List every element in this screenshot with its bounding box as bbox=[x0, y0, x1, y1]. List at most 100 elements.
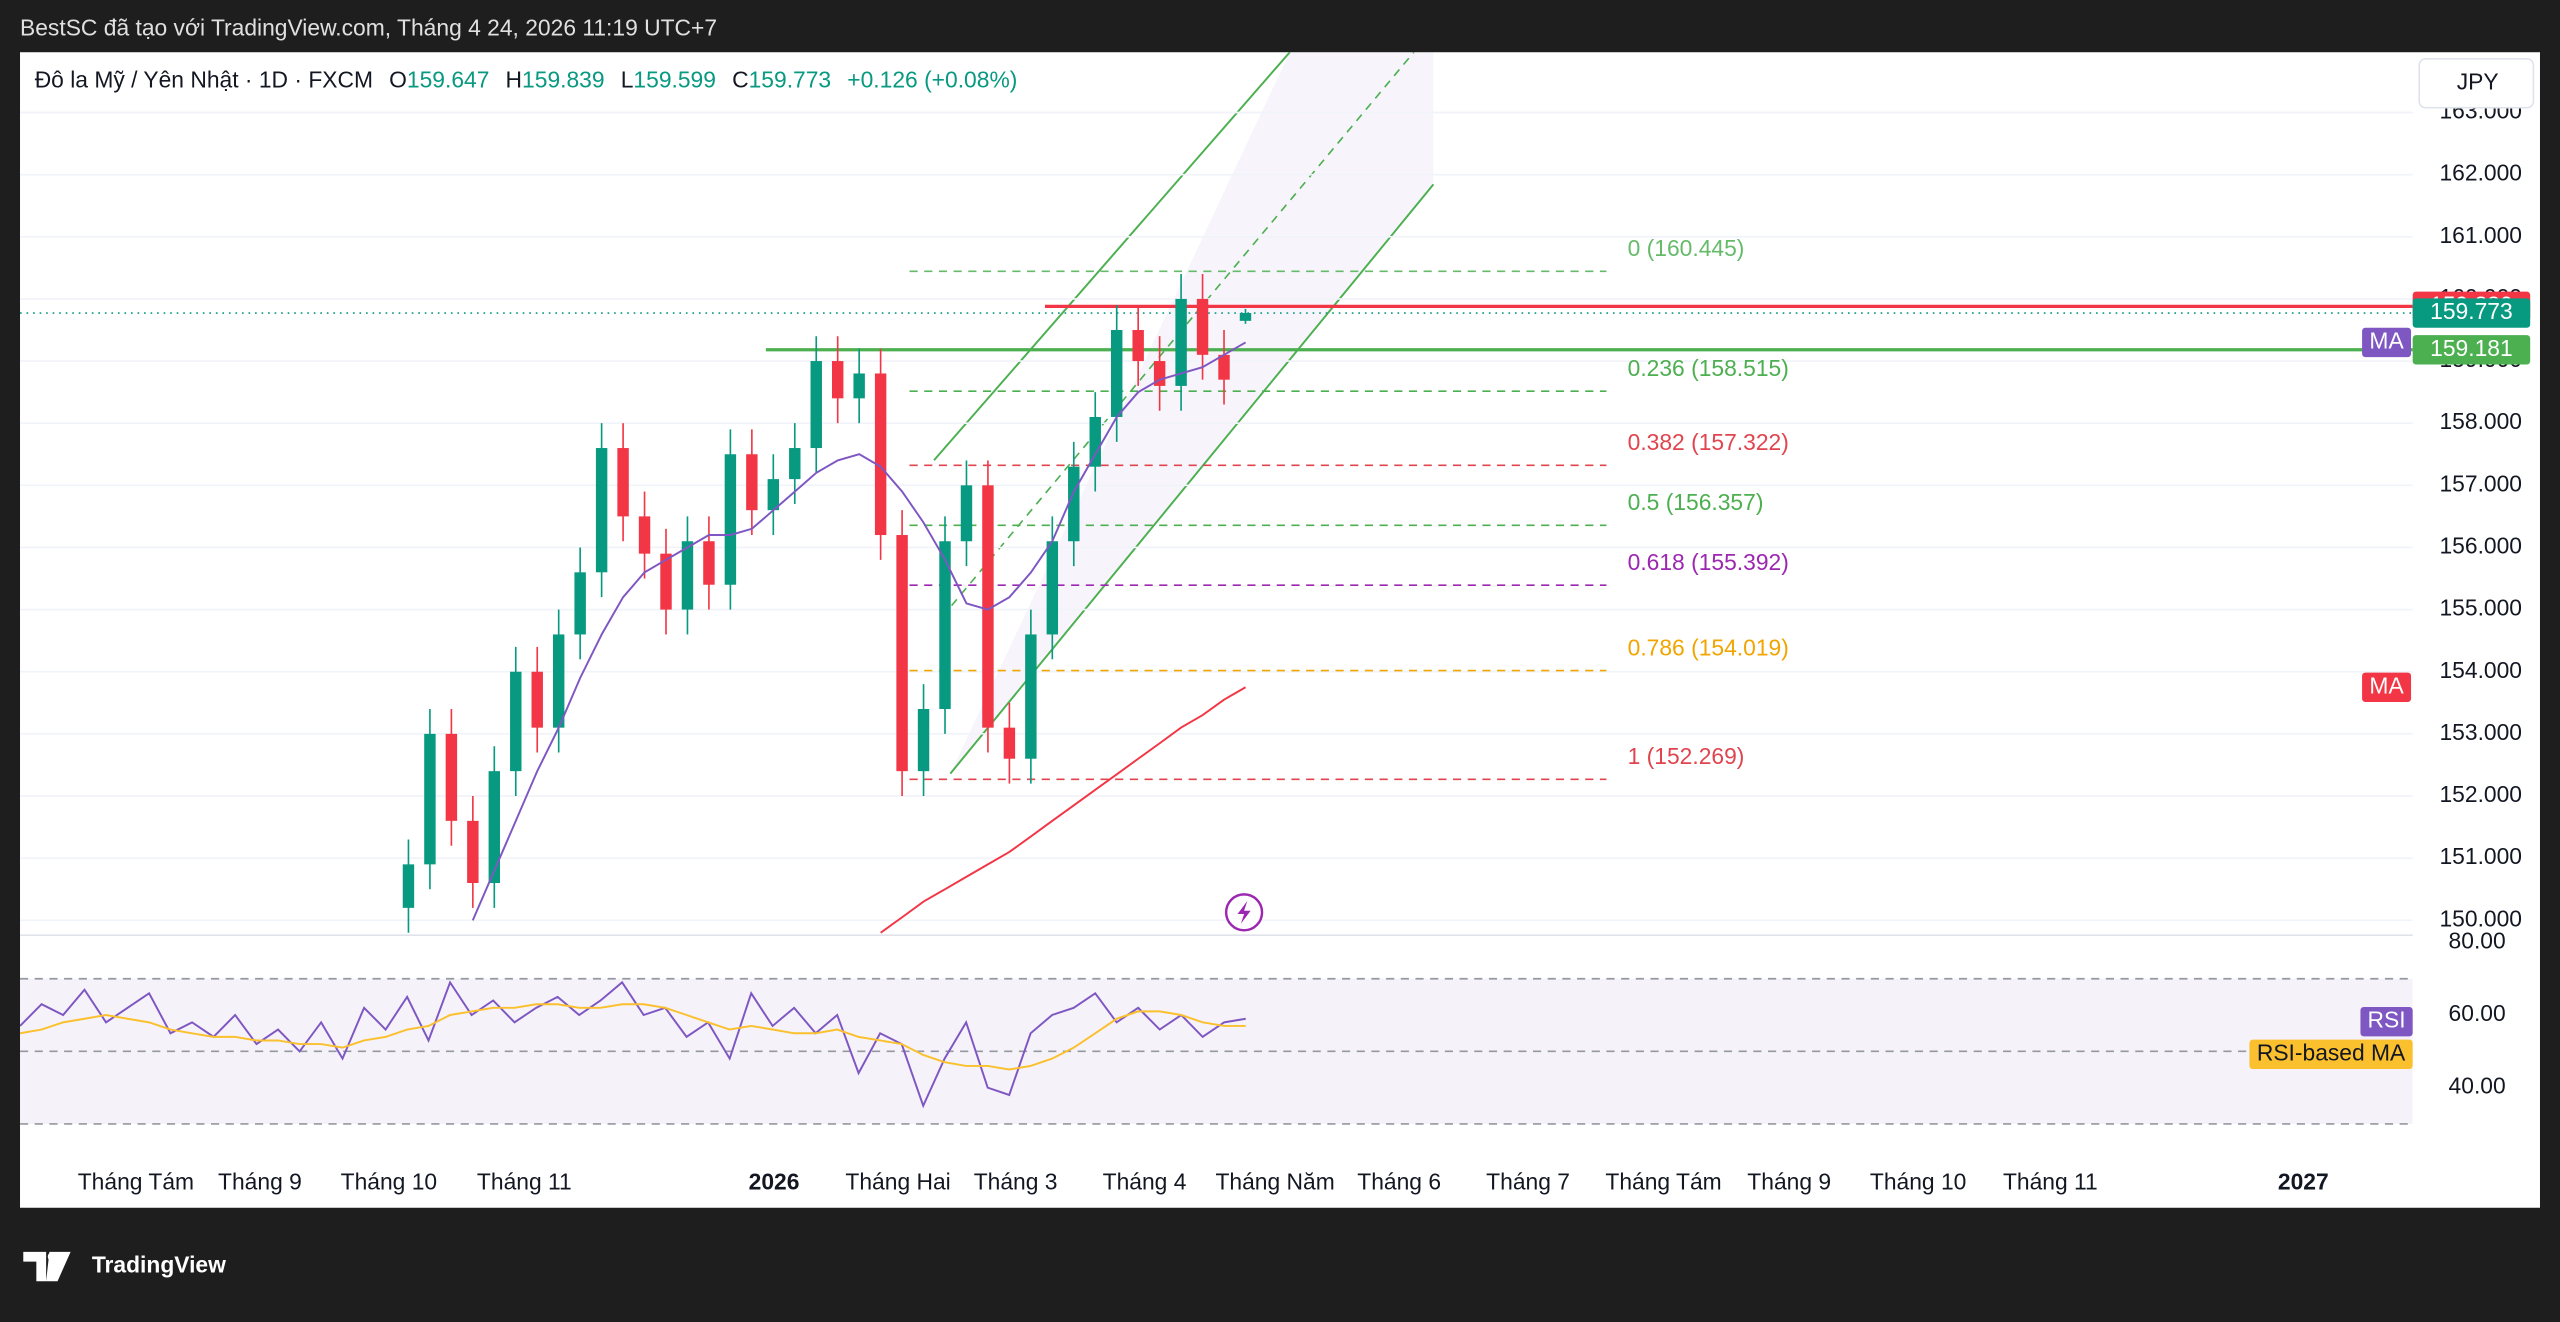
x-tick-label: Tháng Tám bbox=[78, 1168, 194, 1194]
ma-label: MA bbox=[2369, 327, 2404, 353]
y-tick-label: 150.000 bbox=[2439, 905, 2522, 931]
high: 159.839 bbox=[522, 67, 605, 93]
y-tick-label: 158.000 bbox=[2439, 408, 2522, 434]
candle-body bbox=[896, 535, 908, 772]
candle-body bbox=[1025, 634, 1037, 759]
candle-body bbox=[1132, 329, 1144, 362]
price-box bbox=[2412, 335, 2531, 365]
y-tick-label: 161.000 bbox=[2439, 222, 2522, 248]
button-box[interactable] bbox=[2418, 57, 2535, 109]
close-label: C bbox=[732, 67, 749, 93]
logo: TradingView bbox=[23, 1252, 226, 1282]
candle-body bbox=[638, 516, 651, 554]
candle-body bbox=[874, 373, 887, 536]
candle-body bbox=[853, 373, 865, 399]
x-tick-label: Tháng 6 bbox=[1357, 1168, 1441, 1194]
candle-body bbox=[467, 820, 479, 883]
ma-box bbox=[2362, 327, 2412, 358]
candle-body bbox=[917, 709, 930, 772]
y-tick-label: 155.000 bbox=[2439, 595, 2522, 621]
logo-text: TradingView bbox=[92, 1252, 226, 1278]
x-tick-label: 2026 bbox=[749, 1168, 800, 1194]
change: +0.126 (+0.08%) bbox=[847, 67, 1017, 93]
candle-body bbox=[402, 864, 415, 908]
rsi-pane bbox=[20, 977, 2413, 1125]
rsi-box-label: RSI bbox=[2368, 1007, 2406, 1033]
candle-body bbox=[724, 454, 737, 585]
icon-bolt[interactable] bbox=[1237, 900, 1251, 924]
main-pane: 0 (160.445) 0.236 (158.515) 0.382 (157.322… bbox=[20, 111, 2413, 934]
candle-body bbox=[424, 733, 436, 865]
fib-label: 0.618 (155.392) bbox=[1628, 549, 1789, 575]
rsi-tick-label: 80.00 bbox=[2449, 927, 2506, 953]
candle-body bbox=[595, 448, 608, 573]
candle-body bbox=[767, 479, 780, 511]
currency-button[interactable]: JPY bbox=[2418, 57, 2535, 109]
rsi-box bbox=[2360, 1007, 2413, 1037]
rsi-tick-label: 40.00 bbox=[2449, 1073, 2506, 1099]
x-tick-label: Tháng Tám bbox=[1605, 1168, 1721, 1194]
rsi-box bbox=[2249, 1039, 2413, 1070]
candle-body bbox=[831, 361, 844, 399]
x-tick-label: Tháng Năm bbox=[1215, 1168, 1334, 1194]
candle-body bbox=[617, 448, 629, 517]
ma-box bbox=[2362, 672, 2412, 702]
rsi-line bbox=[20, 1003, 1246, 1071]
open: 159.647 bbox=[407, 67, 490, 93]
candle-body bbox=[681, 541, 694, 610]
candle-body bbox=[510, 671, 522, 772]
price-box-label: 159.773 bbox=[2430, 298, 2513, 324]
price-box bbox=[2412, 298, 2531, 328]
channel-upper bbox=[933, 52, 1291, 461]
overlay: 150.000 151.000 152.000 153.000 154.000 155.0… bbox=[78, 98, 2531, 1194]
x-tick-label: Tháng 10 bbox=[341, 1168, 437, 1194]
rsi-box-label: RSI-based MA bbox=[2257, 1039, 2406, 1065]
candle-body bbox=[552, 634, 565, 728]
low-label: L bbox=[621, 67, 634, 93]
candle-body bbox=[1239, 313, 1252, 321]
symbol: Đô la Mỹ / Yên Nhật · 1D · FXCM bbox=[35, 67, 373, 93]
fib-label: 0.786 (154.019) bbox=[1628, 634, 1789, 660]
candle-body bbox=[1175, 298, 1187, 386]
fib-label: 0.5 (156.357) bbox=[1628, 489, 1764, 515]
legend-text: Đô la Mỹ / Yên Nhật · 1D · FXCM O159.647… bbox=[35, 67, 1018, 93]
candle-body bbox=[746, 454, 758, 511]
candle-body bbox=[1003, 727, 1016, 759]
alert-icon[interactable] bbox=[1224, 893, 1264, 932]
logo-dot bbox=[47, 1251, 58, 1262]
fib-label: 1 (152.269) bbox=[1628, 743, 1745, 769]
candle-body bbox=[982, 485, 994, 728]
rsi-line bbox=[20, 980, 1246, 1109]
y-tick-label: 153.000 bbox=[2439, 719, 2522, 745]
candle-body bbox=[960, 485, 973, 542]
moving-average bbox=[471, 341, 1247, 921]
low: 159.599 bbox=[633, 67, 716, 93]
y-tick-label: 156.000 bbox=[2439, 532, 2522, 558]
x-tick-label: Tháng 4 bbox=[1103, 1168, 1187, 1194]
x-tick-label: Tháng 7 bbox=[1486, 1168, 1570, 1194]
high-label: H bbox=[506, 67, 523, 93]
x-tick-label: Tháng 3 bbox=[974, 1168, 1058, 1194]
candle-body bbox=[703, 541, 715, 585]
candle-body bbox=[939, 541, 951, 710]
chart-area bbox=[20, 52, 2540, 1208]
rsi-tick-label: 60.00 bbox=[2449, 1000, 2506, 1026]
candle-body bbox=[1046, 541, 1059, 635]
x-tick-label: Tháng 9 bbox=[1747, 1168, 1831, 1194]
ma-label: MA bbox=[2369, 672, 2404, 698]
y-tick-label: 152.000 bbox=[2439, 781, 2522, 807]
candle-body bbox=[1196, 298, 1209, 355]
channel-fill bbox=[950, 52, 1434, 774]
candle-body bbox=[445, 733, 458, 821]
x-tick-label: Tháng 11 bbox=[2003, 1168, 2098, 1194]
fib-label: 0 (160.445) bbox=[1628, 235, 1745, 261]
y-tick-label: 157.000 bbox=[2439, 470, 2522, 496]
candle-body bbox=[1089, 416, 1101, 467]
legend: Đô la Mỹ / Yên Nhật · 1D · FXCM O159.647… bbox=[35, 67, 1018, 93]
candle-body bbox=[574, 572, 586, 635]
button-label[interactable]: JPY bbox=[2457, 68, 2499, 94]
fib-label: 0.236 (158.515) bbox=[1628, 355, 1789, 381]
moving-average bbox=[880, 686, 1247, 934]
